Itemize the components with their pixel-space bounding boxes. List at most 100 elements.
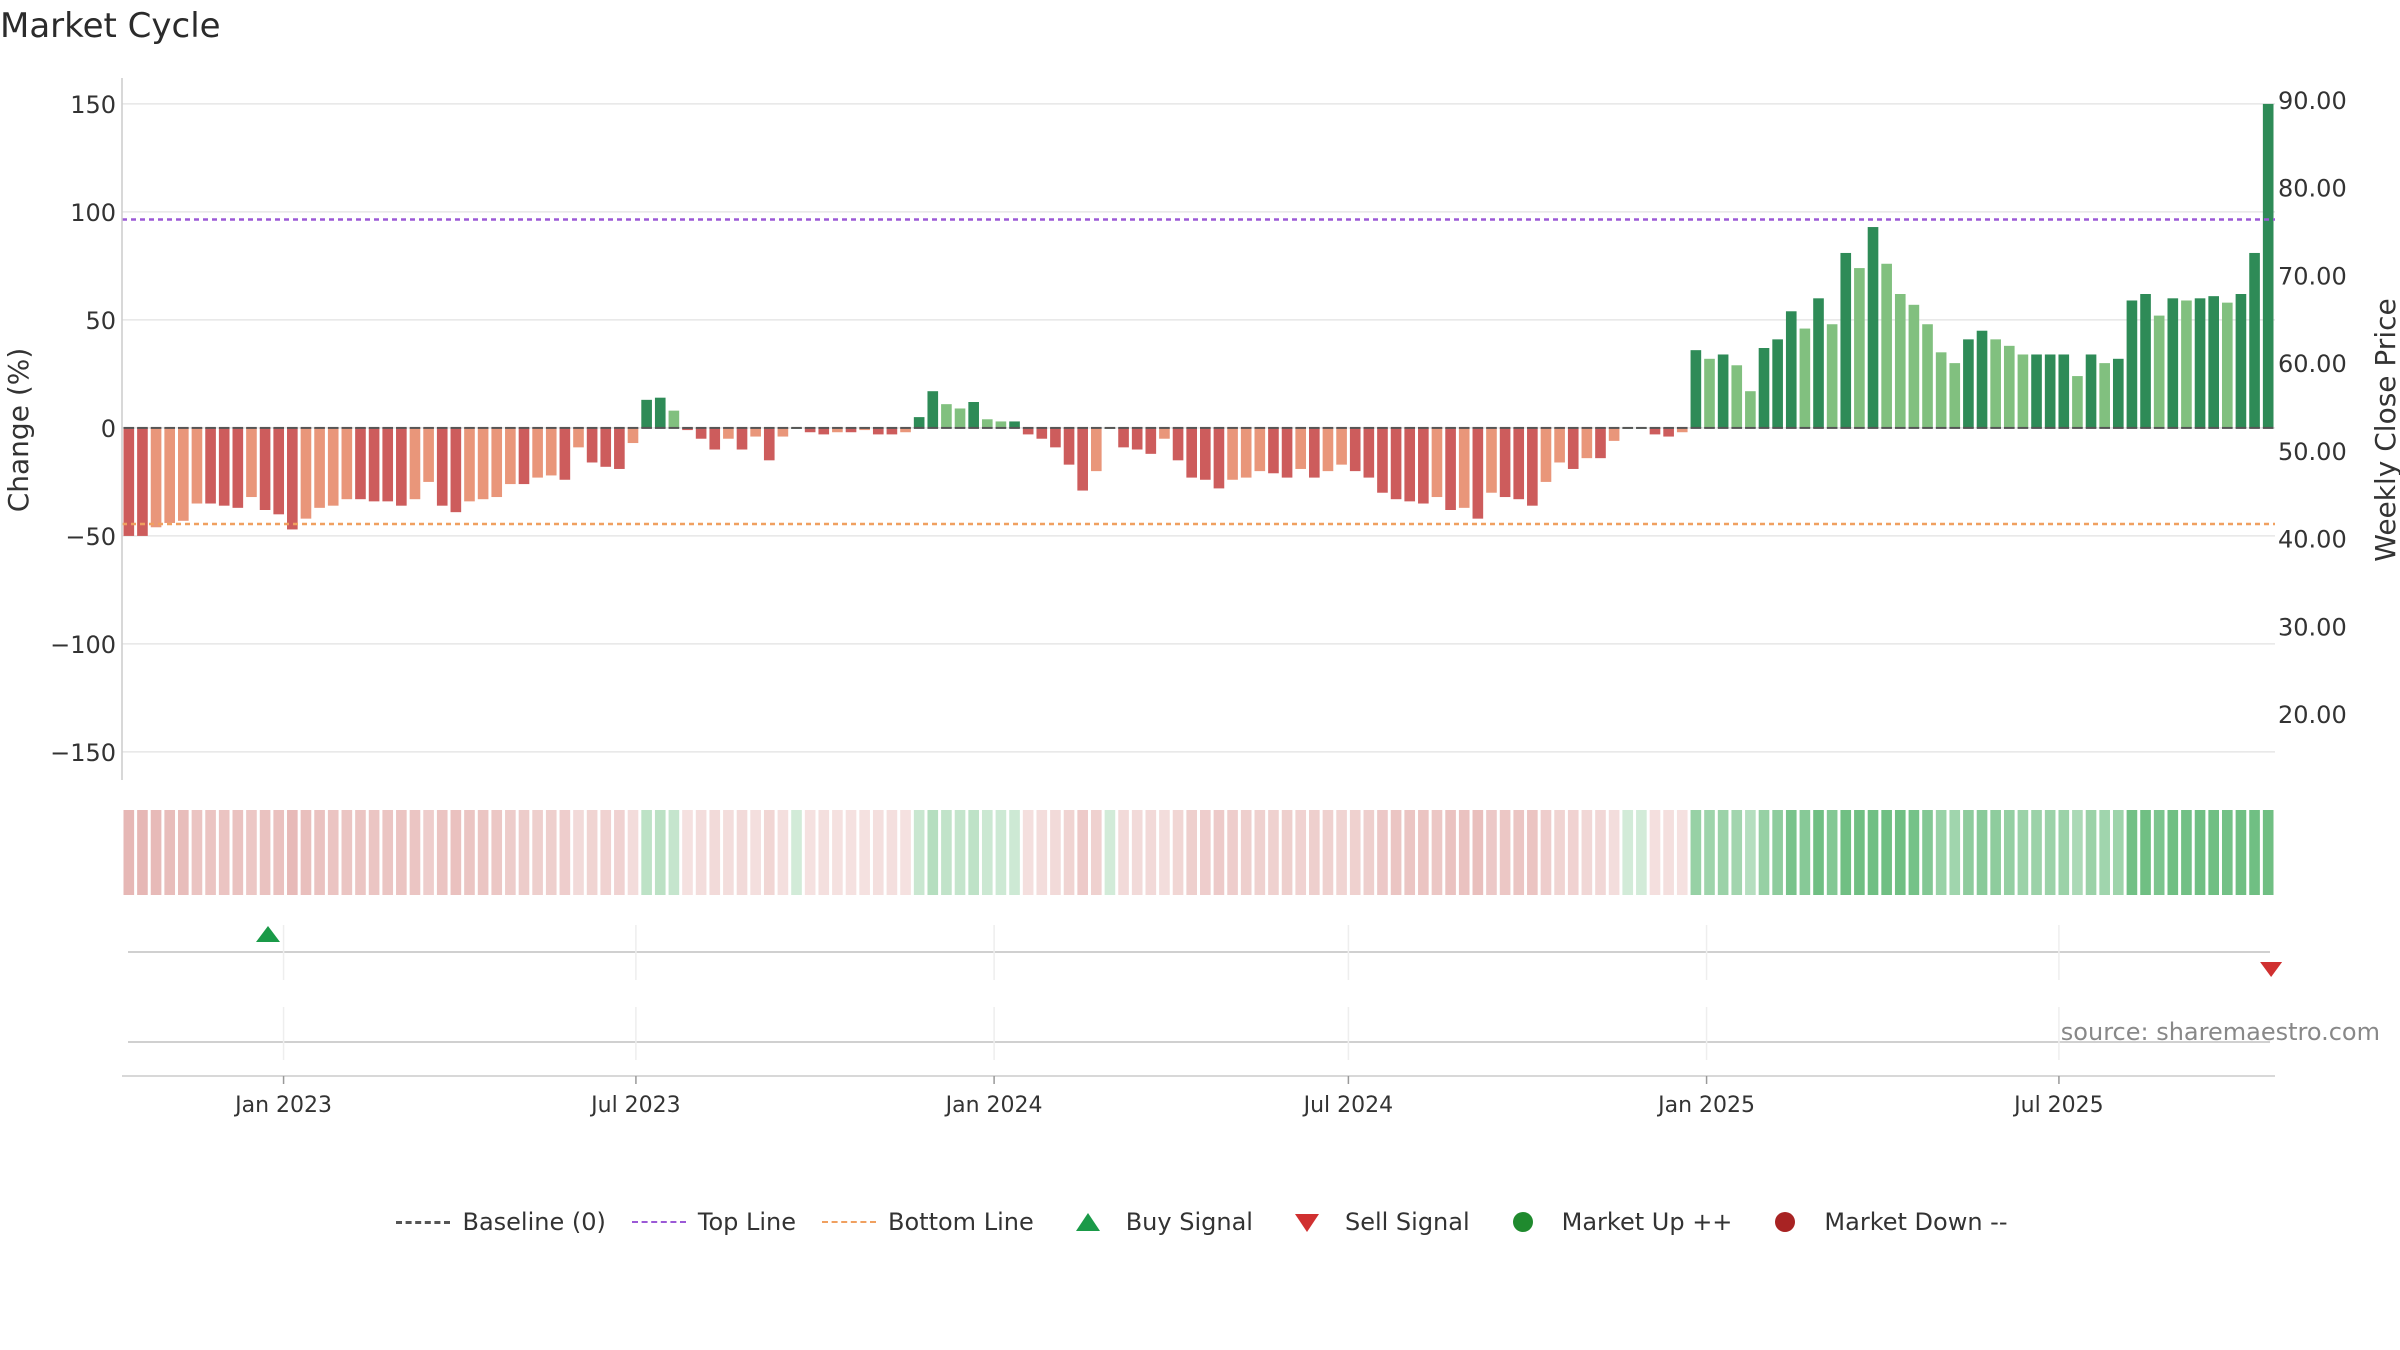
bar <box>1595 427 1606 459</box>
bar <box>259 427 271 510</box>
heat-cell <box>464 810 475 895</box>
heat-cell <box>287 810 298 895</box>
bar <box>1090 427 1102 472</box>
heat-cell <box>1622 810 1634 895</box>
bar <box>1690 350 1702 428</box>
bar <box>409 427 421 500</box>
bar <box>1186 427 1198 478</box>
heat-cell <box>641 810 652 895</box>
heat-cell <box>1295 810 1307 895</box>
y2-tick-label: 70.00 <box>2278 262 2347 290</box>
bar <box>2249 252 2260 428</box>
heat-cell <box>1704 810 1715 895</box>
bar <box>150 427 162 528</box>
y-tick-label: 100 <box>70 199 116 227</box>
bar <box>518 427 530 485</box>
bar <box>614 427 625 469</box>
bar <box>941 404 952 428</box>
bar <box>709 427 721 450</box>
bar <box>872 427 884 435</box>
bar <box>1731 365 1743 428</box>
heat-cell <box>709 810 721 895</box>
heat-cell <box>2058 810 2070 895</box>
x-tick-label: Jul 2025 <box>2012 1093 2104 1118</box>
heat-cell <box>232 810 244 895</box>
bar <box>995 421 1007 428</box>
heat-cell <box>927 810 939 895</box>
bar <box>1377 427 1388 493</box>
heat-cell <box>150 810 162 895</box>
heat-cell <box>845 810 857 895</box>
heat-cell <box>1349 810 1361 895</box>
heat-cell <box>1486 810 1497 895</box>
heat-cell <box>600 810 612 895</box>
y-tick-label: 50 <box>85 307 116 335</box>
heat-cell <box>1268 810 1279 895</box>
heat-cell <box>1636 810 1647 895</box>
heat-cell <box>178 810 189 895</box>
heat-cell <box>2194 810 2206 895</box>
y-tick-label: −150 <box>50 739 116 767</box>
bar <box>545 427 557 476</box>
heat-cell <box>2017 810 2029 895</box>
heat-cell <box>1240 810 1252 895</box>
heat-cell <box>872 810 884 895</box>
legend-item-bottom-line: Bottom Line <box>818 1208 1034 1236</box>
heat-cell <box>1608 810 1620 895</box>
heat-cell <box>1854 810 1865 895</box>
dash-line-icon <box>392 1210 454 1234</box>
market-cycle-chart: 150 100 50 0 −50 −100 −150 90.00 80.00 70.00 60.00… <box>2 78 2400 1118</box>
bar <box>1908 304 1920 428</box>
heat-cell <box>123 810 135 895</box>
bar <box>927 391 939 428</box>
legend-item-buy-signal: Buy Signal <box>1056 1208 1253 1236</box>
bar <box>1295 427 1307 469</box>
heat-cell <box>1840 810 1852 895</box>
y-axis-label: Change (%) <box>2 348 35 513</box>
heat-cell <box>1595 810 1606 895</box>
heat-cell <box>2167 810 2179 895</box>
legend-label: Market Up ++ <box>1561 1208 1733 1236</box>
heat-cell <box>314 810 325 895</box>
bar <box>1431 427 1443 498</box>
heat-cell <box>804 810 816 895</box>
heat-cell <box>668 810 680 895</box>
heat-cell <box>1227 810 1238 895</box>
heat-cell <box>1445 810 1456 895</box>
bar <box>1077 427 1088 491</box>
heat-cell <box>1731 810 1743 895</box>
heat-cell <box>886 810 898 895</box>
legend-item-baseline: Baseline (0) <box>392 1208 606 1236</box>
bar <box>1649 427 1661 435</box>
heat-cell <box>2044 810 2056 895</box>
bar <box>723 427 734 439</box>
legend-label: Bottom Line <box>888 1208 1034 1236</box>
bar <box>1281 427 1293 478</box>
bar <box>1826 324 1838 428</box>
bar <box>2153 315 2165 428</box>
bar <box>300 427 312 519</box>
bar <box>954 408 966 428</box>
bar <box>600 427 612 467</box>
heat-cell <box>1513 810 1525 895</box>
legend-item-market-down: Market Down -- <box>1754 1208 2008 1236</box>
bar <box>287 427 298 530</box>
x-tick-label: Jul 2024 <box>1302 1093 1394 1118</box>
legend-label: Top Line <box>697 1208 797 1236</box>
bar <box>2221 302 2233 428</box>
bar <box>1404 427 1416 502</box>
bar <box>695 427 707 439</box>
heat-cell <box>614 810 625 895</box>
y2-tick-label: 80.00 <box>2278 175 2347 203</box>
heat-cell <box>1881 810 1892 895</box>
bar <box>2044 354 2056 428</box>
heat-cell <box>1431 810 1443 895</box>
orange-dotted-line-icon <box>818 1210 880 1234</box>
heat-cell <box>477 810 489 895</box>
heat-cell <box>1499 810 1511 895</box>
bar <box>2208 296 2219 428</box>
bar <box>845 427 857 433</box>
heat-cell <box>1717 810 1729 895</box>
heat-cell <box>368 810 380 895</box>
bar <box>1499 427 1511 498</box>
